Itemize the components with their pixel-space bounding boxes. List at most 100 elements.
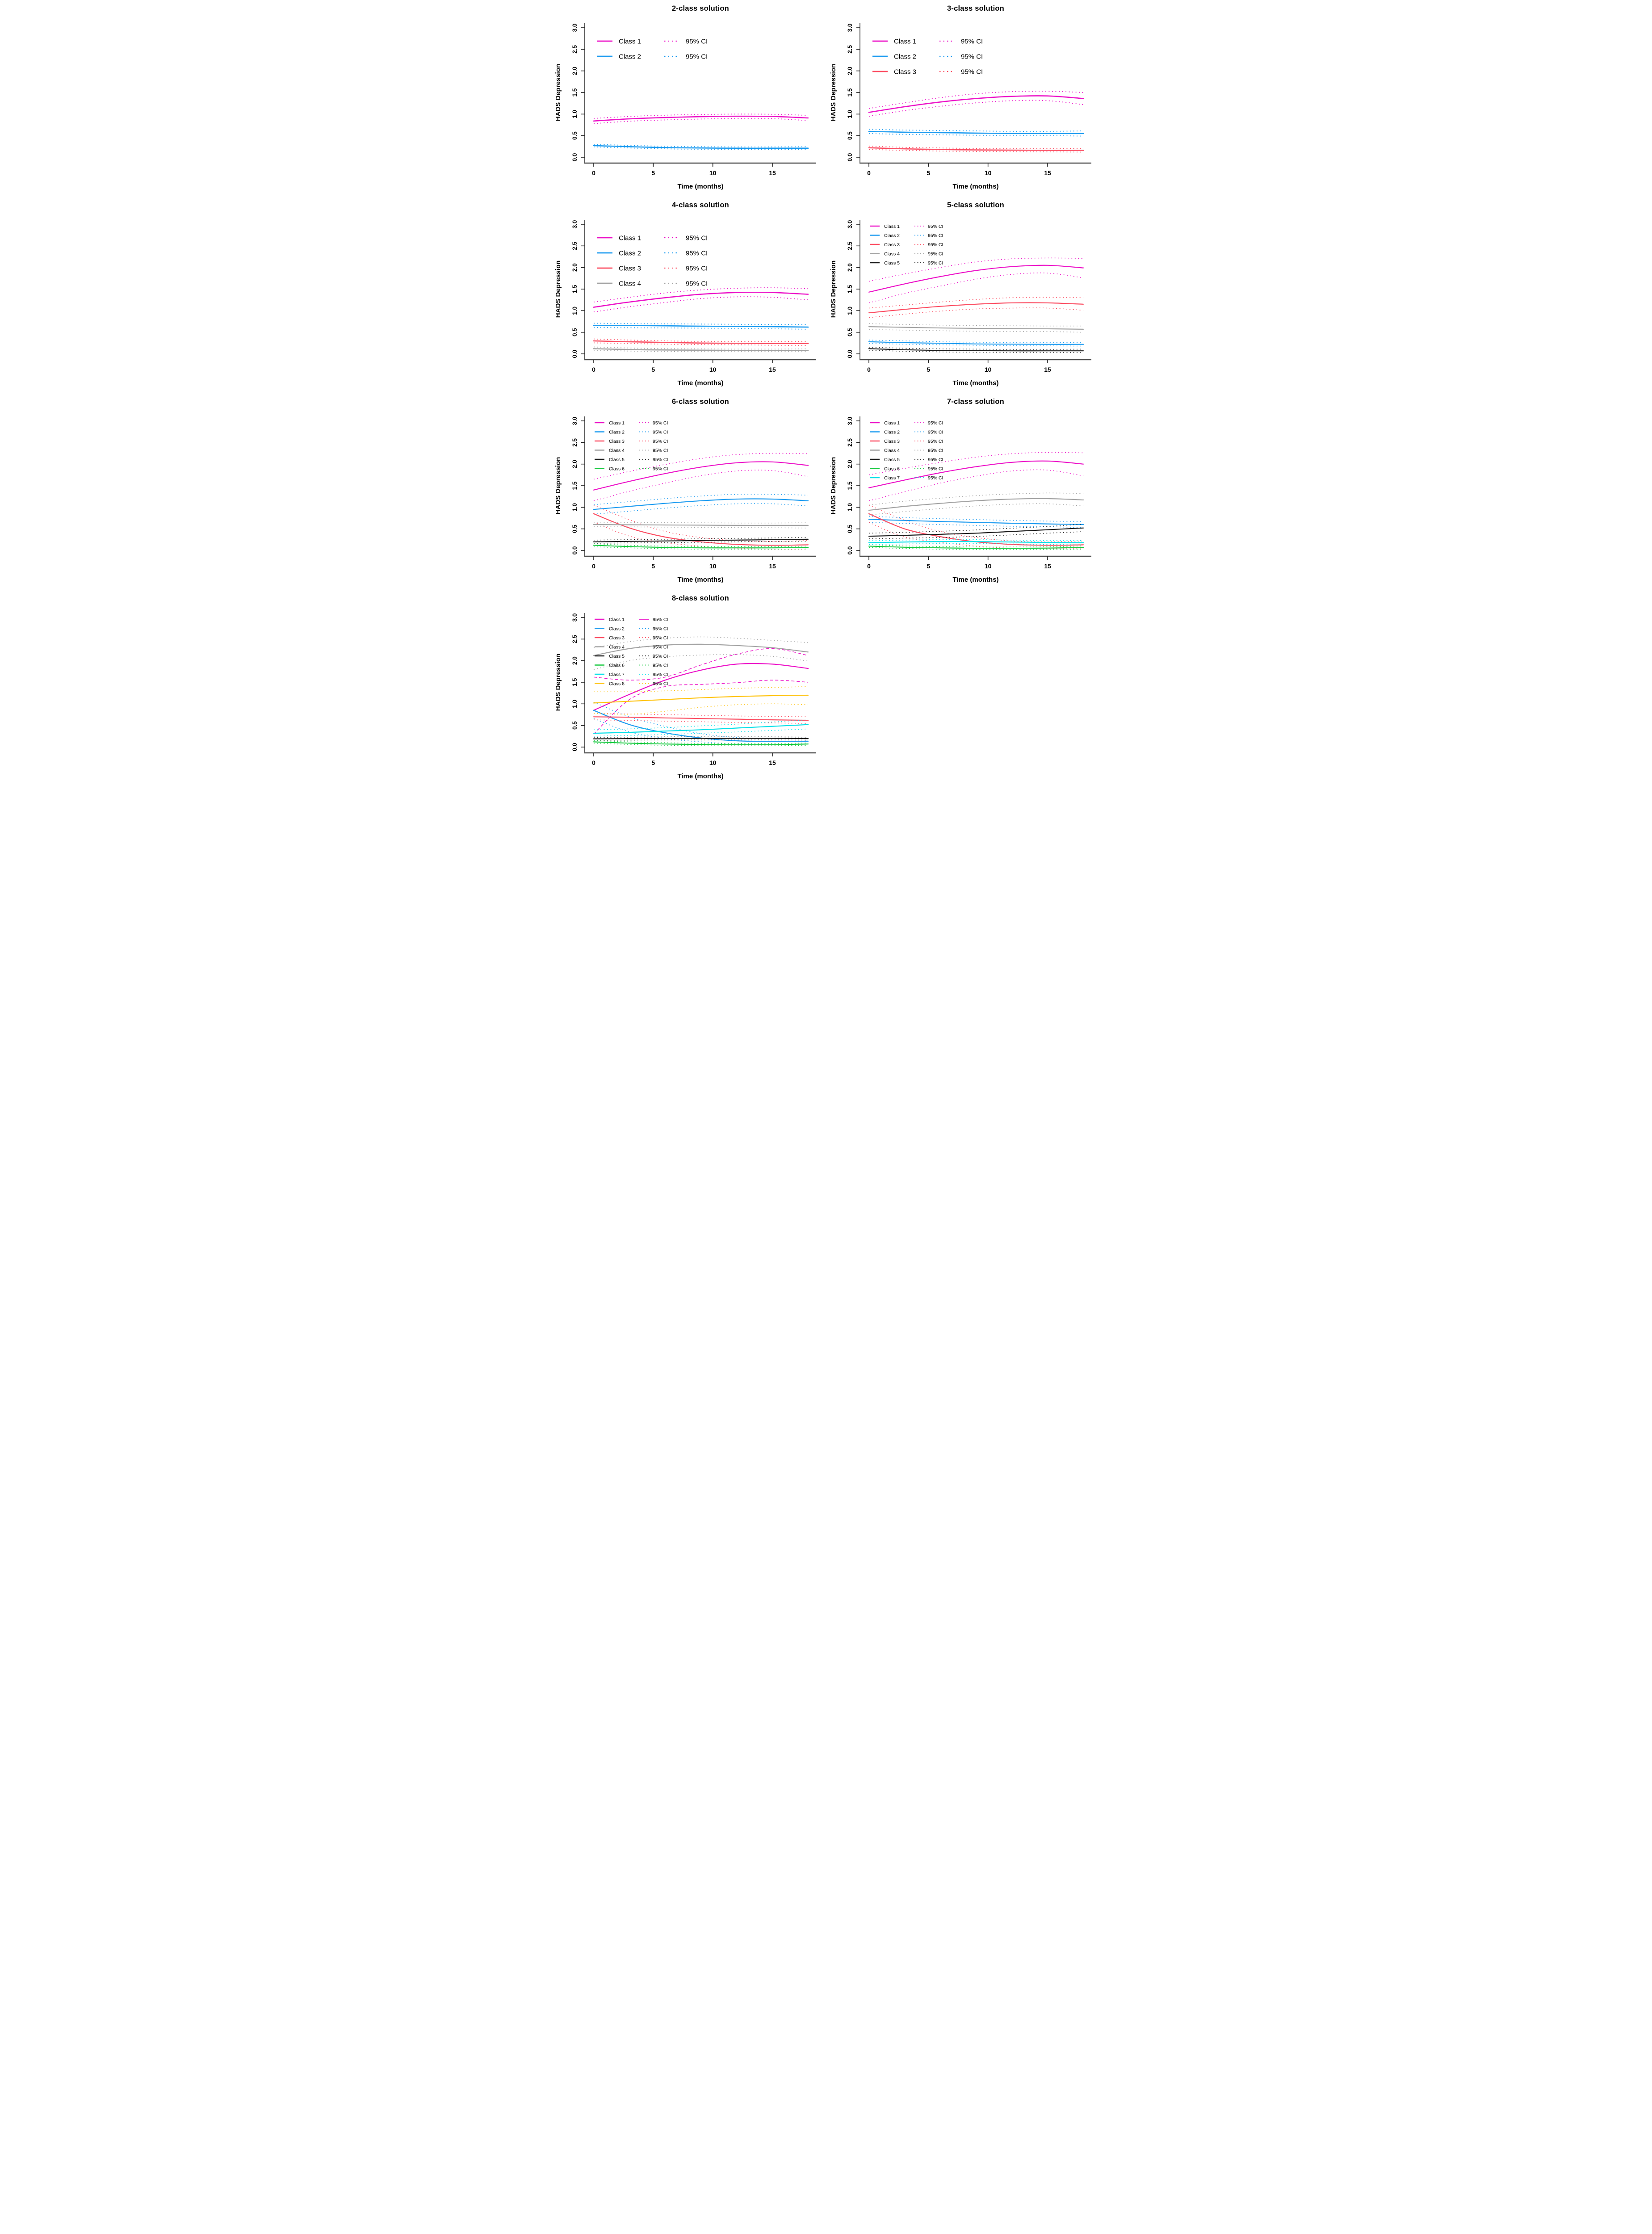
mean-line <box>868 341 1084 345</box>
y-axis-label: HADS Depression <box>830 457 837 514</box>
y-tick-label: 2.5 <box>571 438 578 446</box>
mean-line <box>868 130 1084 134</box>
x-tick-label: 5 <box>651 169 655 176</box>
y-tick-label: 0.0 <box>847 153 853 162</box>
legend-label: Class 1 <box>884 420 900 426</box>
legend-label: Class 2 <box>884 233 900 238</box>
ci-lower <box>593 654 809 670</box>
y-axis-label: HADS Depression <box>554 654 562 711</box>
series-class-3 <box>593 504 809 550</box>
legend-ci-label: 95% CI <box>686 280 708 287</box>
x-tick-label: 0 <box>867 169 871 176</box>
panel-title: 7-class solution <box>947 398 1004 406</box>
axes: 0.0 0.5 1.0 1.5 2.0 2.5 3.0 0 5 10 15 Time (months)… <box>554 416 816 584</box>
series-class-8 <box>593 686 809 715</box>
series-class-2 <box>593 494 809 515</box>
mean-line <box>868 95 1084 113</box>
ci-upper <box>868 347 1084 350</box>
ci-upper <box>868 539 1084 542</box>
x-tick-label: 5 <box>651 366 655 373</box>
y-tick-label: 1.0 <box>847 110 853 118</box>
y-tick-label: 2.0 <box>571 460 578 468</box>
mean-line <box>593 663 809 711</box>
panel-6-class: 6-class solution 0.0 0.5 1.0 1.5 2.0 2.5 3.0 0 5… <box>551 393 826 590</box>
ci-lower <box>593 719 809 724</box>
ci-lower <box>868 522 1084 528</box>
series-class-6 <box>868 544 1084 550</box>
y-tick-label: 1.0 <box>847 503 853 512</box>
legend-ci-label: 95% CI <box>653 448 668 453</box>
legend-label: Class 2 <box>609 429 625 435</box>
ci-upper <box>593 521 809 524</box>
legend-ci-label: 95% CI <box>653 626 668 631</box>
axes: 0.0 0.5 1.0 1.5 2.0 2.5 3.0 0 5 10 15 Time (months)… <box>830 23 1091 190</box>
x-axis-label: Time (months) <box>677 183 723 190</box>
legend-label: Class 1 <box>609 420 625 426</box>
x-tick-label: 10 <box>985 366 992 373</box>
mean-line <box>868 519 1084 525</box>
y-tick-label: 2.0 <box>571 656 578 665</box>
ci-upper <box>593 537 809 541</box>
y-axis-label: HADS Depression <box>830 260 837 318</box>
ci-lower <box>868 133 1084 137</box>
y-tick-label: 2.5 <box>571 241 578 250</box>
legend-ci-label: 95% CI <box>653 466 668 471</box>
legend-ci-label: 95% CI <box>928 251 943 256</box>
axes: 0.0 0.5 1.0 1.5 2.0 2.5 3.0 0 5 10 15 Time (months)… <box>554 23 816 190</box>
y-tick-label: 0.0 <box>571 743 578 752</box>
legend: Class 1 95% CI Class 2 95% CI Class 3 95% CI C… <box>870 420 943 481</box>
legend-label: Class 4 <box>884 448 900 453</box>
panel-2-class: 2-class solution 0.0 0.5 1.0 1.5 2.0 2.5 3.0 0 5… <box>551 0 826 197</box>
x-tick-label: 5 <box>927 563 930 570</box>
ci-upper <box>593 719 809 731</box>
x-tick-label: 0 <box>592 169 595 176</box>
series-class-2 <box>593 144 809 150</box>
ci-upper <box>593 686 809 693</box>
legend-ci-label: 95% CI <box>928 475 943 481</box>
series-class-3 <box>868 146 1084 153</box>
ci-upper <box>868 129 1084 132</box>
ci-upper <box>593 346 809 350</box>
y-tick-label: 1.5 <box>847 285 853 293</box>
chart-4-class: 0.0 0.5 1.0 1.5 2.0 2.5 3.0 0 5 10 15 Time (months)… <box>554 220 816 387</box>
ci-upper <box>593 494 809 505</box>
mean-line <box>868 147 1084 151</box>
x-axis-label: Time (months) <box>952 183 998 190</box>
ci-upper <box>868 146 1084 149</box>
y-tick-label: 1.5 <box>571 678 578 686</box>
legend-ci-label: 95% CI <box>653 457 668 462</box>
legend-label: Class 3 <box>609 439 625 444</box>
y-tick-label: 0.0 <box>571 350 578 358</box>
mean-line <box>593 741 809 745</box>
mean-line <box>868 527 1084 537</box>
series-class-4 <box>868 323 1084 333</box>
mean-line <box>868 302 1084 314</box>
legend: Class 1 95% CI Class 2 95% CI Class 3 95% CI C… <box>595 420 668 471</box>
legend: Class 1 95% CI Class 2 95% CI Class 3 95% CI <box>872 38 983 76</box>
y-tick-label: 2.0 <box>847 67 853 75</box>
y-tick-label: 0.0 <box>847 350 853 358</box>
legend-label: Class 1 <box>609 617 625 622</box>
axes: 0.0 0.5 1.0 1.5 2.0 2.5 3.0 0 5 10 15 Time (months)… <box>830 416 1091 584</box>
y-axis-label: HADS Depression <box>554 260 562 318</box>
mean-line <box>593 513 809 546</box>
ci-upper <box>868 91 1084 109</box>
legend-ci-label: 95% CI <box>686 53 708 60</box>
legend-ci-label: 95% CI <box>928 457 943 462</box>
legend-ci-label: 95% CI <box>928 242 943 248</box>
ci-upper <box>868 524 1084 534</box>
ci-upper <box>868 516 1084 522</box>
ci-lower <box>593 521 809 550</box>
series-class-2 <box>868 129 1084 137</box>
legend-label: Class 3 <box>609 635 625 641</box>
panel-title: 4-class solution <box>672 201 729 209</box>
series-class-2 <box>868 340 1084 347</box>
legend-label: Class 4 <box>619 280 641 287</box>
ci-lower <box>868 522 1084 549</box>
series-class-1 <box>593 453 809 501</box>
y-tick-label: 0.5 <box>571 721 578 730</box>
x-tick-label: 10 <box>709 563 717 570</box>
legend-ci-label: 95% CI <box>928 420 943 426</box>
legend-label: Class 5 <box>884 260 900 266</box>
legend: Class 1 95% CI Class 2 95% CI Class 3 95% CI C… <box>595 617 668 686</box>
